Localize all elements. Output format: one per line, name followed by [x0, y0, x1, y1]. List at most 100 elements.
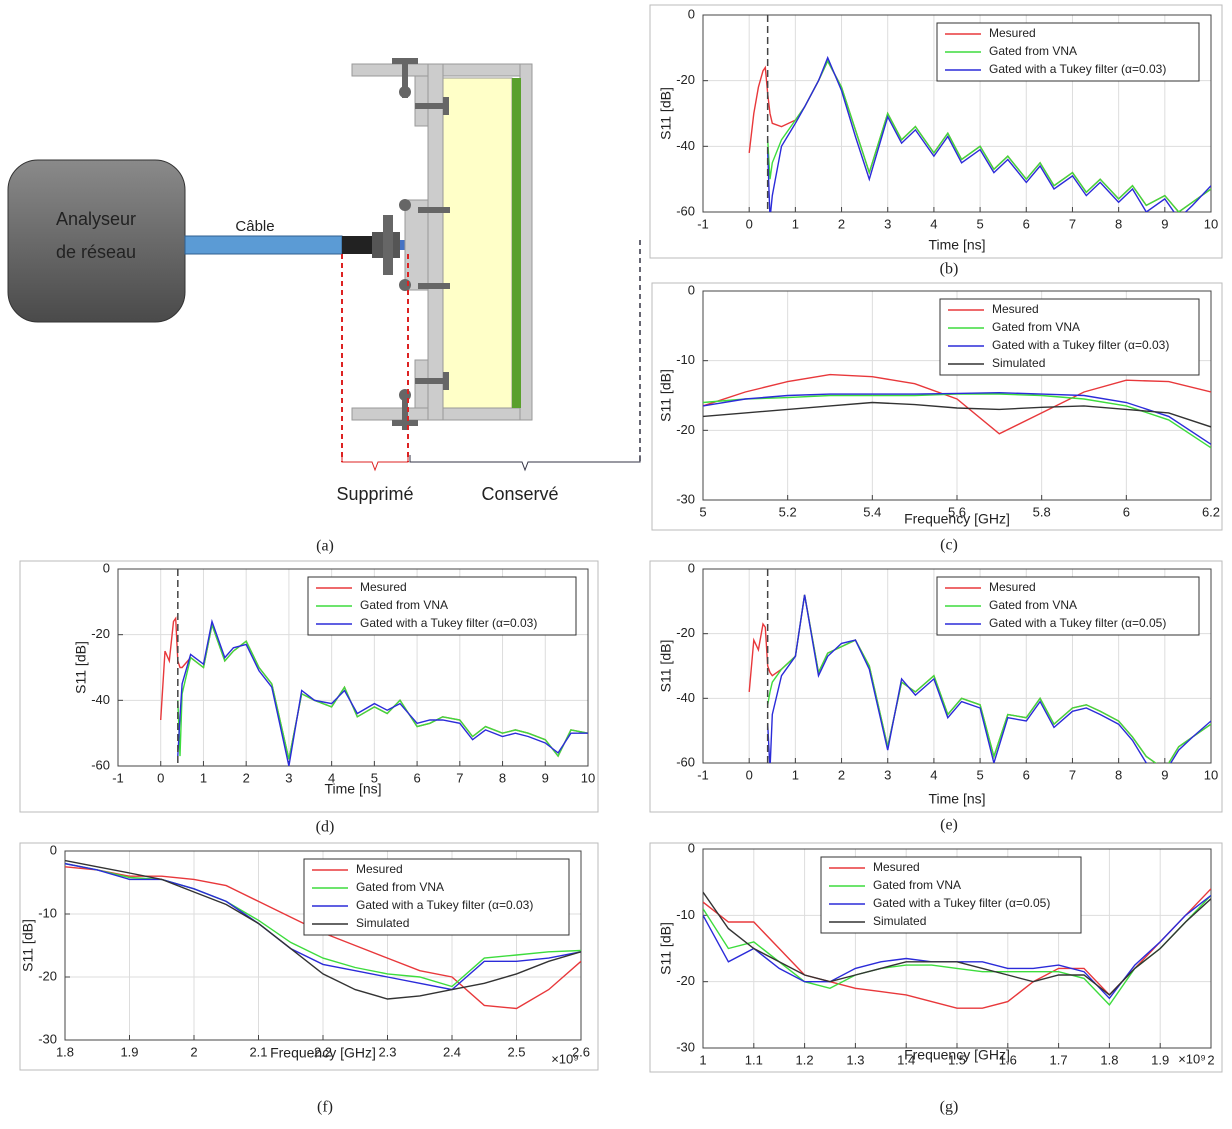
x-tick-label: 4	[930, 767, 937, 782]
x-tick-label: 1.6	[999, 1052, 1017, 1067]
series-line	[703, 401, 1211, 428]
x-tick-label: 7	[1069, 767, 1076, 782]
x-tick-label: 1.5	[948, 1052, 966, 1067]
caption: (a)	[316, 538, 334, 555]
x-tick-label: 3	[884, 216, 891, 231]
panel-frame	[649, 560, 1223, 813]
plot-border	[702, 568, 1212, 764]
x-tick-label: 9	[1161, 216, 1168, 231]
caption: (c)	[940, 537, 958, 554]
panel-frame	[649, 4, 1223, 259]
x-tick-label: 8	[499, 770, 506, 785]
series-line	[703, 391, 1211, 445]
x-tick-label: 2.4	[443, 1044, 461, 1059]
x-tick-label: 9	[542, 770, 549, 785]
series-line	[177, 618, 588, 766]
y-tick-label: -30	[676, 1039, 695, 1054]
chart: -1 0 1 2 3 4 5 6 7 8 9 10 -60 -40 -20 0 Time [ns] S11 [dB…	[19, 560, 599, 836]
x-tick-label: 2	[190, 1044, 197, 1059]
kept-label: Conservé	[481, 484, 558, 504]
frame	[414, 75, 429, 127]
legend-label: Gated with a Tukey filter (α=0.03)	[360, 616, 537, 630]
x-tick-label: 6	[1023, 767, 1030, 782]
removed-label: Supprimé	[336, 484, 413, 504]
caption: (d)	[316, 819, 335, 836]
x-tick-label: 0	[746, 216, 753, 231]
panel-frame	[19, 842, 599, 1071]
legend: Mesured Gated from VNA Gated with a Tukey …	[939, 298, 1200, 376]
x-tick-label: 6	[1123, 504, 1130, 519]
y-tick-label: -30	[676, 491, 695, 506]
frame	[404, 199, 429, 291]
x-multiplier: ×10⁹	[1178, 1051, 1206, 1066]
plot-border	[702, 290, 1212, 501]
x-tick-label: 3	[884, 767, 891, 782]
x-tick-label: 2.6	[572, 1044, 590, 1059]
x-tick-label: 1.3	[846, 1052, 864, 1067]
x-tick-label: 8	[1115, 767, 1122, 782]
x-axis-label: Frequency [GHz]	[270, 1045, 376, 1061]
x-tick-label: 4	[930, 216, 937, 231]
x-tick-label: 1	[792, 216, 799, 231]
x-axis-label: Frequency [GHz]	[904, 1047, 1010, 1063]
y-tick-label: -10	[676, 352, 695, 367]
cable	[184, 235, 343, 255]
legend-label: Gated from VNA	[356, 880, 444, 894]
x-tick-label: 0	[746, 767, 753, 782]
x-tick-label: 5.2	[779, 504, 797, 519]
y-tick-label: -60	[676, 754, 695, 769]
y-tick-label: -40	[91, 692, 110, 707]
x-tick-label: 10	[1204, 216, 1218, 231]
y-tick-label: 0	[688, 560, 695, 575]
chart: 5 5.2 5.4 5.6 5.8 6 6.2 -30 -20 -10 0 Frequency [GH…	[651, 282, 1223, 554]
legend-label: Gated with a Tukey filter (α=0.05)	[873, 896, 1050, 910]
x-tick-label: 2	[838, 216, 845, 231]
x-tick-label: 5.8	[1033, 504, 1051, 519]
series-line	[767, 55, 1211, 212]
x-tick-label: 1.8	[1100, 1052, 1118, 1067]
plot-border	[64, 850, 582, 1041]
series-line	[65, 859, 581, 1000]
x-tick-label: -1	[112, 770, 124, 785]
x-tick-label: 6.2	[1202, 504, 1220, 519]
y-tick-label: 0	[688, 840, 695, 855]
legend-label: Gated from VNA	[360, 598, 448, 612]
x-tick-label: 1	[792, 767, 799, 782]
series-line	[177, 622, 588, 760]
diagram: Analyseur de réseau Câble Supprimé	[7, 58, 641, 555]
x-tick-label: 1	[200, 770, 207, 785]
x-tick-label: 4	[328, 770, 335, 785]
x-tick-label: 1	[699, 1052, 706, 1067]
legend-label: Gated with a Tukey filter (α=0.03)	[992, 338, 1169, 352]
y-tick-label: -20	[676, 72, 695, 87]
x-tick-label: 10	[581, 770, 595, 785]
legend: Mesured Gated from VNA Gated with a Tukey …	[820, 856, 1082, 934]
y-tick-label: 0	[50, 842, 57, 857]
x-tick-label: 1.7	[1050, 1052, 1068, 1067]
x-tick-label: 5	[699, 504, 706, 519]
series-line	[65, 862, 581, 991]
y-axis-label: S11 [dB]	[658, 87, 674, 140]
x-tick-label: 6	[413, 770, 420, 785]
x-tick-label: 1.8	[56, 1044, 74, 1059]
plot-border	[117, 568, 589, 767]
y-axis-label: S11 [dB]	[658, 640, 674, 693]
y-tick-label: -10	[38, 905, 57, 920]
y-tick-label: -10	[676, 907, 695, 922]
y-tick-label: -40	[676, 690, 695, 705]
legend-label: Mesured	[873, 860, 920, 874]
chart: 1 1.1 1.2 1.3 1.4 1.5 1.6 1.7 1.8 1.9 2 -30 -20 -10 0 F…	[649, 840, 1223, 1116]
x-tick-label: 2	[243, 770, 250, 785]
x-axis-label: Time [ns]	[928, 791, 985, 807]
connector	[342, 236, 374, 254]
y-tick-label: -20	[676, 625, 695, 640]
x-axis-label: Frequency [GHz]	[904, 511, 1010, 527]
caption: (b)	[940, 261, 959, 278]
legend-label: Simulated	[356, 916, 409, 930]
legend-label: Mesured	[989, 580, 1036, 594]
legend: Mesured Gated from VNA Gated with a Tukey …	[936, 22, 1200, 82]
legend-label: Gated from VNA	[873, 878, 961, 892]
legend-label: Gated from VNA	[989, 598, 1077, 612]
legend-label: Mesured	[356, 862, 403, 876]
chart: -1 0 1 2 3 4 5 6 7 8 9 10 -60 -40 -20 0 Time [ns] S11 [dB…	[649, 560, 1223, 834]
